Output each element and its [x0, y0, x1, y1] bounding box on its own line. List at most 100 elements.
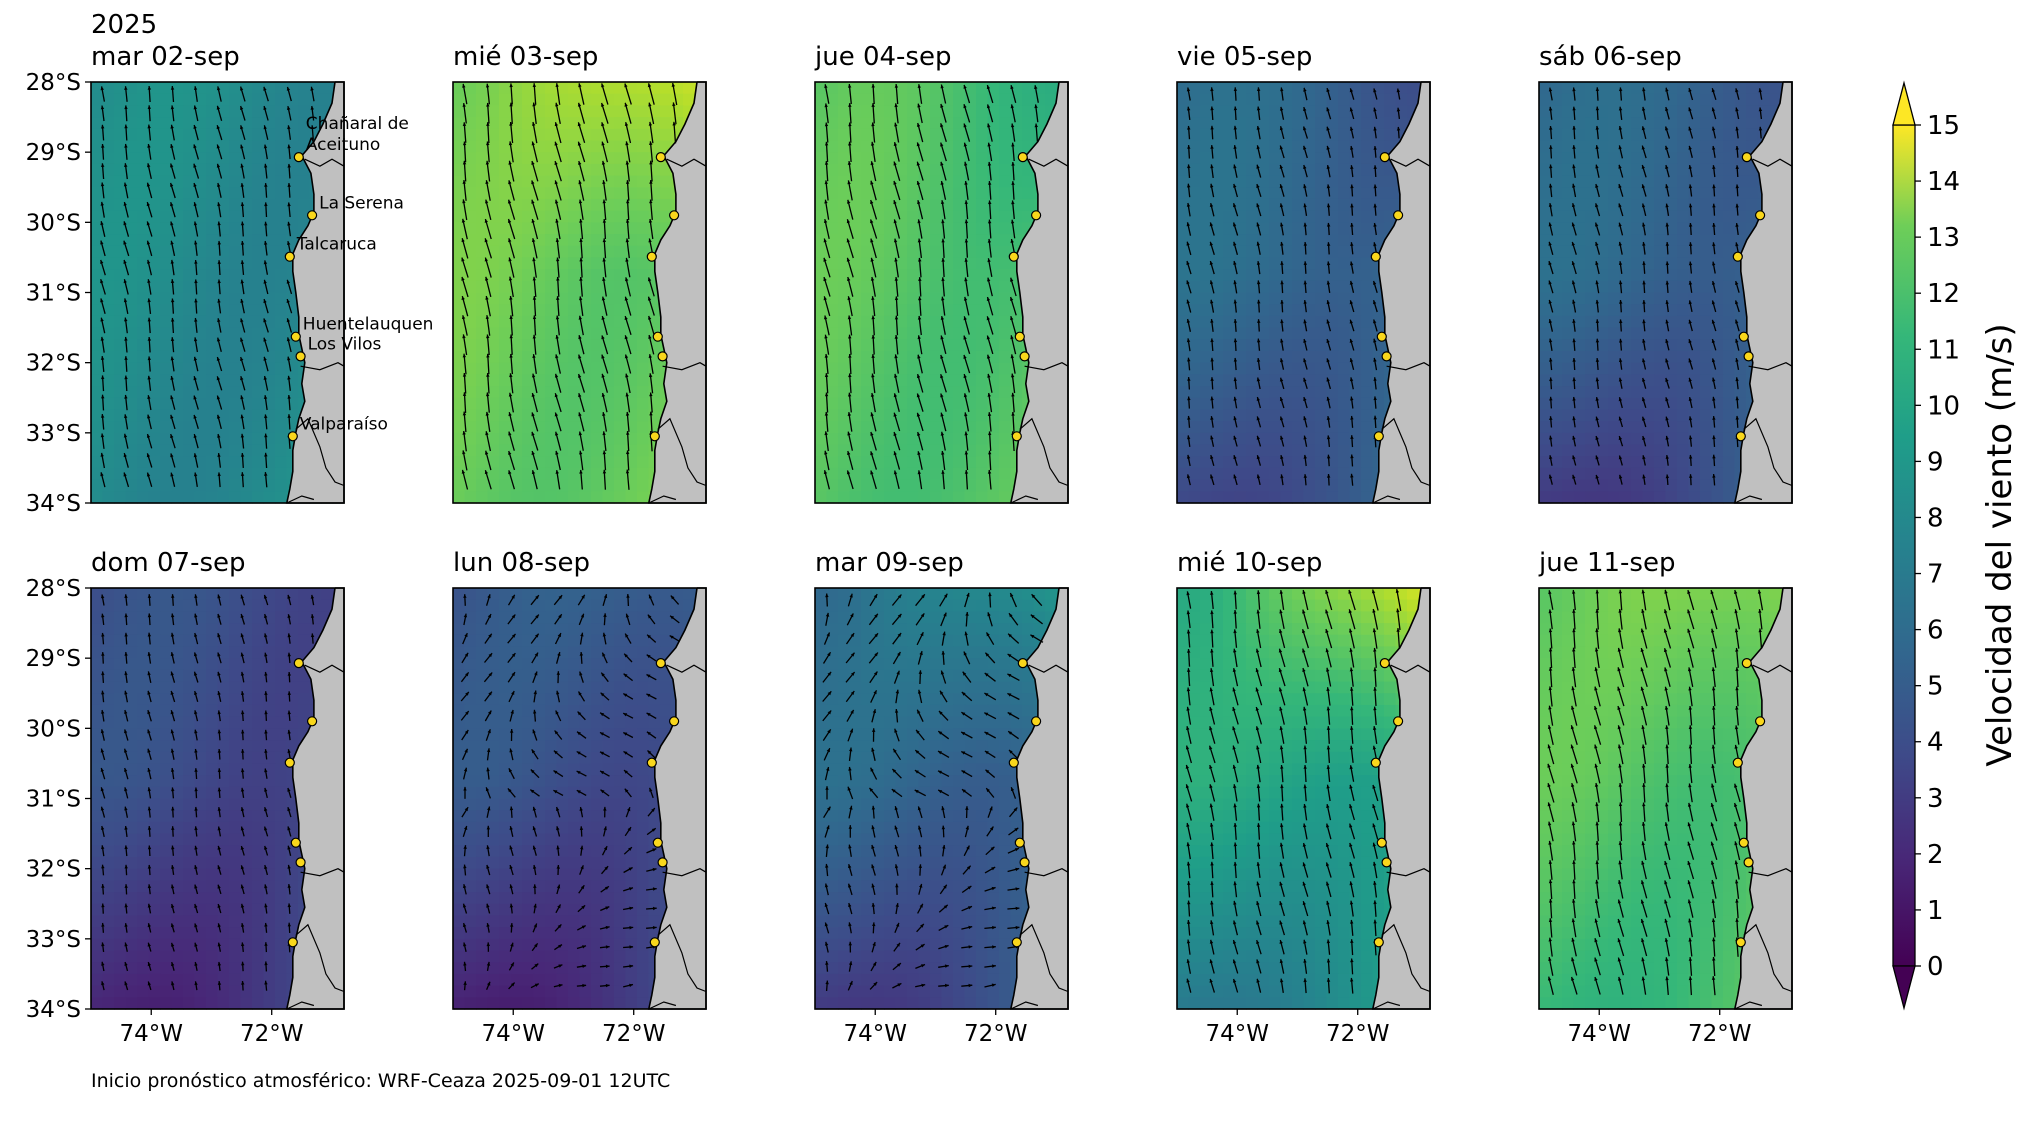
wind-arrow-head — [1617, 938, 1621, 943]
wind-arrow-head — [1688, 918, 1692, 923]
colorbar-tick-label: 14 — [1927, 167, 1960, 197]
wind-arrow-head — [170, 317, 175, 322]
wind-arrow-head — [1326, 687, 1330, 691]
wind-arrow-head — [1186, 591, 1190, 596]
wind-arrow-head — [602, 632, 607, 637]
wind-arrow-head — [651, 828, 656, 832]
wind-arrow-head — [1303, 454, 1307, 459]
wind-arrow-head — [1233, 648, 1237, 653]
wind-arrow-head — [1280, 784, 1284, 789]
wind-arrow-head — [217, 594, 221, 599]
wind-arrow-head — [1641, 706, 1645, 710]
wind-arrow-head — [1571, 918, 1576, 923]
wind-arrow-head — [578, 354, 582, 359]
wind-arrow-head — [1642, 242, 1646, 246]
wind-arrow-head — [847, 431, 851, 436]
wind-arrow-head — [124, 864, 128, 869]
wind-arrow-head — [1548, 918, 1553, 922]
wind-arrow-head — [509, 102, 513, 107]
wind-arrow-head — [893, 412, 897, 417]
wind-arrow-head — [1735, 146, 1739, 150]
wind-arrow-head — [602, 431, 606, 436]
wind-arrow-head — [508, 470, 512, 475]
wind-arrow-head — [193, 453, 198, 458]
wind-arrow-head — [287, 710, 291, 715]
wind-arrow-head — [647, 614, 652, 619]
wind-arrow-head — [217, 710, 221, 715]
wind-arrow-head — [629, 887, 633, 891]
wind-arrow-head — [1618, 261, 1623, 265]
wind-arrow-head — [1186, 203, 1191, 207]
wind-arrow-head — [1688, 242, 1693, 246]
city-marker — [290, 837, 301, 848]
wind-arrow-head — [625, 633, 629, 638]
wind-arrow-head — [461, 315, 466, 320]
wind-arrow-head — [1279, 106, 1284, 111]
wind-arrow-head — [1255, 687, 1259, 692]
wind-arrow-head — [847, 786, 851, 791]
wind-arrow-head — [531, 180, 535, 185]
wind-arrow-head — [217, 691, 221, 695]
wind-arrow-head — [1186, 299, 1190, 304]
wind-arrow-head — [1735, 706, 1739, 710]
wind-arrow-head — [1711, 300, 1716, 305]
city-marker — [1373, 431, 1384, 442]
wind-arrow-head — [1256, 377, 1261, 382]
wind-arrow-head — [916, 123, 921, 127]
wind-arrow-head — [850, 691, 855, 695]
wind-arrow-head — [894, 709, 899, 713]
wind-arrow-head — [826, 748, 830, 753]
wind-arrow-head — [625, 160, 630, 165]
wind-arrow-head — [511, 594, 515, 599]
wind-arrow-head — [100, 472, 104, 477]
wind-arrow-head — [465, 691, 469, 696]
wind-arrow-head — [1326, 765, 1330, 769]
wind-arrow-head — [1210, 416, 1214, 420]
wind-arrow-head — [1008, 731, 1013, 735]
wind-arrow — [647, 83, 655, 105]
map-panel-2 — [814, 81, 1069, 504]
wind-arrow-head — [217, 183, 221, 187]
wind-arrow-head — [1595, 474, 1599, 479]
wind-arrow-head — [194, 710, 198, 715]
wind-arrow-head — [1373, 280, 1377, 285]
wind-arrow-head — [310, 106, 314, 110]
wind-arrow-head — [1711, 628, 1715, 633]
wind-arrow-head — [602, 199, 606, 204]
wind-arrow-head — [100, 279, 104, 284]
wind-arrow-head — [579, 826, 584, 830]
wind-arrow-head — [1572, 106, 1576, 111]
wind-arrow-head — [943, 884, 947, 889]
wind-arrow-head — [1209, 707, 1213, 711]
wind-arrow-head — [216, 357, 221, 361]
wind-arrow-head — [464, 730, 469, 734]
wind-arrow-head — [847, 84, 852, 88]
wind-arrow-head — [986, 104, 991, 109]
wind-arrow-head — [873, 690, 877, 695]
wind-arrow-head — [511, 614, 516, 619]
wind-arrow-head — [1233, 900, 1237, 905]
wind-arrow-head — [124, 748, 128, 753]
colorbar-tick-label: 10 — [1927, 391, 1960, 421]
wind-arrow-head — [1395, 589, 1400, 593]
wind-arrow-head — [968, 945, 973, 949]
wind-arrow-head — [1735, 358, 1739, 362]
wind-arrow-head — [988, 200, 992, 205]
wind-arrow-head — [287, 691, 291, 695]
wind-arrow-head — [1302, 920, 1307, 925]
city-marker — [1031, 716, 1042, 727]
wind-arrow-head — [1349, 804, 1353, 809]
lon-tick-label: 72°W — [240, 1021, 304, 1047]
wind-arrow-head — [871, 103, 875, 107]
wind-arrow-head — [1232, 764, 1237, 769]
wind-arrow-head — [920, 613, 925, 618]
wind-arrow-head — [486, 923, 490, 927]
wind-arrow-head — [170, 904, 175, 908]
wind-arrow-head — [263, 279, 267, 284]
wind-arrow-head — [1302, 706, 1307, 711]
wind-arrow-head — [1734, 860, 1739, 865]
wind-arrow-head — [286, 86, 291, 91]
wind-arrow-head — [486, 884, 490, 889]
wind-arrow-head — [532, 102, 536, 107]
wind-arrow-head — [965, 612, 969, 616]
